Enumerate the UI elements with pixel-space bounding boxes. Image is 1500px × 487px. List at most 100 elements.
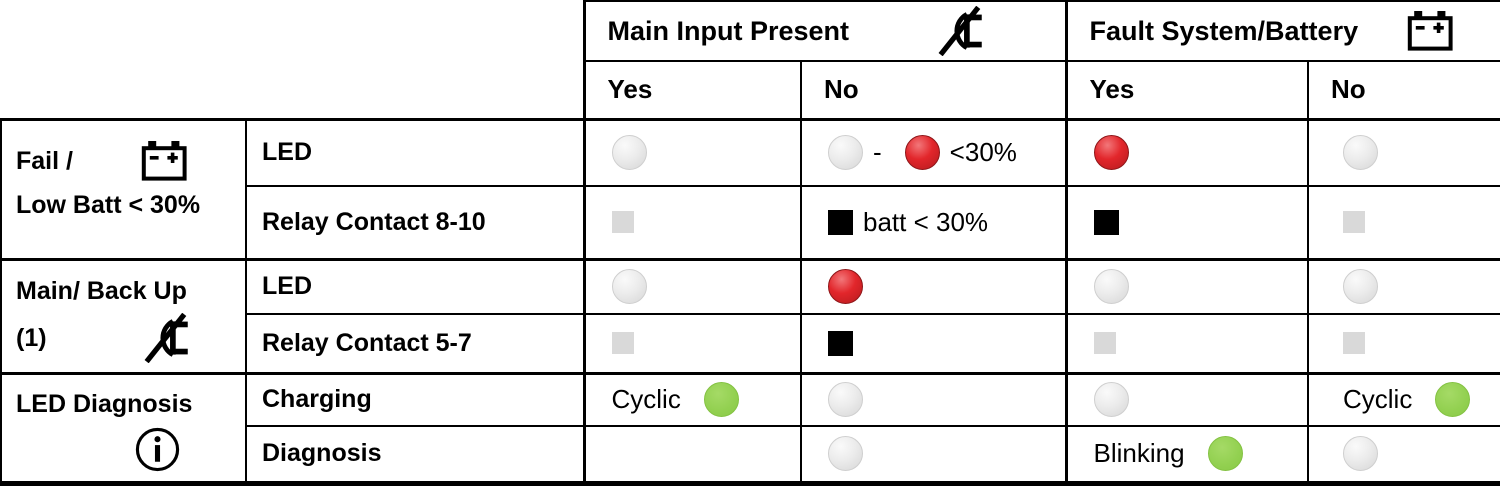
group-label-line: (1) [16, 313, 245, 363]
cell-main-no [800, 257, 1067, 315]
group-label-line [16, 426, 245, 473]
cell-content [1068, 269, 1308, 305]
group-label-led-diagnosis: LED Diagnosis [0, 371, 247, 484]
cell-main-no [800, 313, 1067, 374]
cell-text: batt < 30% [863, 206, 989, 237]
row-label-charging: Charging [245, 371, 585, 427]
led-green-icon [703, 382, 739, 418]
led-green-icon [1207, 436, 1243, 472]
cell-fault-yes [1064, 185, 1309, 260]
cell-text: Cyclic [1343, 384, 1413, 415]
header-main-input-present: Main Input Present [582, 0, 1067, 62]
group-label-line: LED Diagnosis [16, 382, 245, 426]
cell-text: <30% [949, 137, 1017, 168]
cell-fault-yes [1064, 371, 1309, 427]
led-gray-icon [611, 135, 647, 171]
cell-fault-yes [1064, 117, 1309, 187]
no-mains-icon [931, 6, 987, 56]
relay-contact-gray-icon [611, 332, 634, 355]
cell-content [802, 330, 1065, 356]
cell-main-no: - <30% [800, 117, 1067, 187]
led-red-icon [904, 135, 940, 171]
cell-main-yes [582, 313, 802, 374]
cell-fault-no [1307, 117, 1500, 187]
cell-main-yes [582, 117, 802, 187]
cell-content [802, 436, 1065, 472]
cell-content [586, 269, 801, 305]
subheader-main-no: No [800, 60, 1067, 120]
group-label-line: Low Batt < 30% [16, 183, 245, 227]
group-label-line: Fail / [16, 139, 245, 183]
led-gray-icon [828, 135, 863, 171]
cell-fault-no: Cyclic [1307, 371, 1500, 427]
no-mains-icon [137, 313, 193, 363]
group-label-text: Fail / [16, 147, 73, 175]
battery-icon [141, 140, 189, 182]
cell-main-yes [582, 257, 802, 315]
led-red-icon [1093, 135, 1129, 171]
cell-content [1309, 269, 1500, 305]
subheader-fault-no: No [1307, 60, 1500, 120]
group-label-line: Main/ Back Up [16, 269, 245, 313]
relay-contact-black-icon [828, 330, 853, 356]
led-green-icon [1435, 382, 1471, 418]
cell-content [802, 382, 1065, 418]
led-gray-icon [1093, 382, 1129, 418]
cell-content [1309, 436, 1500, 472]
led-gray-icon [1343, 135, 1378, 171]
group-label-text: Low Batt < 30% [16, 191, 201, 219]
cell-main-yes [582, 425, 802, 484]
led-gray-icon [828, 436, 863, 472]
row-label-relay-5-7: Relay Contact 5-7 [245, 313, 585, 374]
header-fault-system-battery: Fault System/Battery [1064, 0, 1500, 62]
cell-text: Cyclic [611, 384, 681, 415]
group-label-main-backup: Main/ Back Up (1) [0, 257, 247, 374]
group-label-fail-low-batt: Fail / Low Batt < 30% [0, 117, 247, 260]
led-gray-icon [1343, 269, 1378, 305]
cell-main-yes: Cyclic [582, 371, 802, 427]
group-label-text: (1) [16, 324, 47, 352]
cell-fault-no [1307, 257, 1500, 315]
cell-fault-yes [1064, 257, 1309, 315]
cell-content [1068, 135, 1308, 171]
cell-content [1068, 332, 1308, 355]
group-label-text: Main/ Back Up [16, 277, 187, 305]
subheader-main-yes: Yes [582, 60, 802, 120]
info-icon [134, 426, 181, 473]
cell-content [586, 332, 801, 355]
row-label-led: LED [245, 257, 585, 315]
cell-fault-no [1307, 185, 1500, 260]
relay-contact-gray-icon [1093, 332, 1116, 355]
relay-contact-black-icon [828, 209, 853, 235]
led-gray-icon [1093, 269, 1129, 305]
cell-content: Blinking [1068, 436, 1308, 472]
relay-contact-gray-icon [611, 211, 634, 234]
cell-content: Cyclic [586, 382, 801, 418]
cell-content: - <30% [802, 135, 1065, 171]
header-main-input-label: Main Input Present [607, 15, 850, 46]
subheader-fault-yes: Yes [1064, 60, 1309, 120]
cell-main-no [800, 371, 1067, 427]
cell-content [1309, 211, 1500, 234]
led-gray-icon [828, 382, 863, 418]
battery-icon [1407, 10, 1455, 52]
led-red-icon [828, 269, 863, 305]
cell-text: Blinking [1093, 438, 1185, 469]
cell-fault-yes: Blinking [1064, 425, 1309, 484]
cell-text: - [873, 137, 882, 168]
cell-content: batt < 30% [802, 207, 1065, 238]
cell-content [586, 135, 801, 171]
cell-main-yes [582, 185, 802, 260]
cell-content: Cyclic [1309, 382, 1500, 418]
cell-content [1309, 135, 1500, 171]
cell-main-no: batt < 30% [800, 185, 1067, 260]
cell-content [1309, 332, 1500, 355]
cell-fault-no [1307, 425, 1500, 484]
led-gray-icon [1343, 436, 1378, 472]
cell-content [586, 211, 801, 234]
cell-fault-no [1307, 313, 1500, 374]
relay-contact-gray-icon [1343, 332, 1365, 355]
row-label-relay-8-10: Relay Contact 8-10 [245, 185, 585, 260]
cell-fault-yes [1064, 313, 1309, 374]
